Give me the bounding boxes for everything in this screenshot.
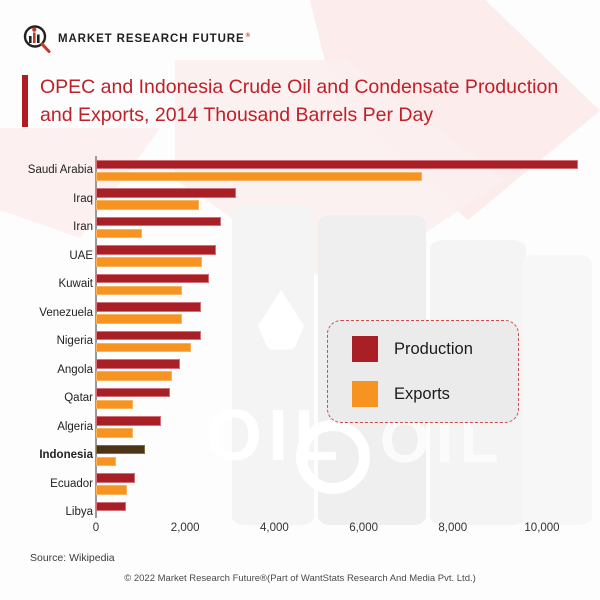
bar-production [96, 216, 221, 226]
bar-production [96, 188, 237, 198]
bar-exports [96, 228, 143, 238]
brand-logo-text: MARKET RESEARCH FUTURE® [58, 33, 251, 45]
category-label: Saudi Arabia [27, 164, 93, 177]
source-note: Source: Wikipedia [30, 552, 115, 564]
x-tick-label: 10,000 [524, 522, 560, 534]
category-label: Angola [57, 363, 93, 376]
category-label: Nigeria [56, 335, 93, 348]
x-tick-label: 2,000 [170, 522, 200, 534]
category-label: Indonesia [39, 449, 93, 462]
bar-production [96, 245, 216, 255]
brand-logo: MARKET RESEARCH FUTURE® [22, 24, 251, 54]
legend-swatch-exports [352, 381, 378, 407]
category-label: Iraq [73, 192, 93, 205]
page-title: OPEC and Indonesia Crude Oil and Condens… [40, 76, 559, 126]
bar-exports [96, 342, 191, 352]
chart-row: Iraq [0, 185, 600, 214]
chart-row: Libya [0, 498, 600, 527]
bar-exports [96, 200, 200, 210]
chart-legend: Production Exports [327, 320, 519, 423]
bar-group [96, 329, 596, 354]
bar-group [96, 158, 596, 183]
title-accent-bar [22, 75, 28, 127]
bar-production [96, 416, 162, 426]
bar-exports [96, 257, 202, 267]
category-label: Ecuador [50, 477, 93, 490]
chart-row: Saudi Arabia [0, 156, 600, 185]
bar-exports [96, 171, 422, 181]
bar-group [96, 386, 596, 411]
legend-label-exports: Exports [394, 384, 450, 403]
bar-group [96, 358, 596, 383]
y-axis-line [95, 156, 97, 518]
bar-production [96, 302, 202, 312]
bar-exports [96, 485, 127, 495]
chart-row: Indonesia [0, 441, 600, 470]
legend-item-exports: Exports [352, 381, 518, 407]
bar-production [96, 359, 180, 369]
bar-group [96, 301, 596, 326]
registered-mark: ® [245, 33, 251, 40]
chart-row: Ecuador [0, 470, 600, 499]
brand-logo-label: MARKET RESEARCH FUTURE [58, 33, 245, 45]
bar-exports [96, 314, 183, 324]
bar-group [96, 244, 596, 269]
category-label: UAE [69, 249, 93, 262]
bar-exports [96, 285, 183, 295]
bar-production [96, 387, 171, 397]
bar-exports [96, 399, 134, 409]
bar-production [96, 473, 135, 483]
bar-production [96, 330, 202, 340]
bar-exports [96, 428, 134, 438]
x-axis-ticks: 0 2,000 4,000 6,000 8,000 10,000 [0, 522, 600, 544]
chart-row: Angola [0, 356, 600, 385]
copyright-note: © 2022 Market Research Future®(Part of W… [124, 573, 476, 584]
category-label: Venezuela [39, 306, 93, 319]
bar-production [96, 444, 146, 454]
chart-row: Algeria [0, 413, 600, 442]
category-label: Kuwait [58, 278, 93, 291]
bar-group [96, 443, 596, 468]
x-tick-label: 6,000 [349, 522, 378, 534]
category-label: Qatar [64, 392, 93, 405]
category-label: Iran [73, 221, 93, 234]
bar-production [96, 273, 209, 283]
bar-group [96, 500, 596, 525]
category-label: Libya [65, 506, 94, 519]
legend-label-production: Production [394, 339, 473, 358]
chart-row: Nigeria [0, 327, 600, 356]
bar-group [96, 187, 596, 212]
category-label: Algeria [57, 420, 93, 433]
chart-row: Qatar [0, 384, 600, 413]
magnifier-bar-chart-icon [22, 24, 52, 54]
bar-exports [96, 456, 117, 466]
bar-exports [96, 371, 172, 381]
legend-item-production: Production [352, 336, 518, 362]
x-tick-label: 8,000 [438, 522, 468, 534]
chart-row: Iran [0, 213, 600, 242]
bar-group [96, 472, 596, 497]
legend-swatch-production [352, 336, 378, 362]
x-tick-label: 0 [92, 522, 100, 534]
chart-row: Venezuela [0, 299, 600, 328]
chart-row: UAE [0, 242, 600, 271]
bar-group [96, 415, 596, 440]
chart-row: Kuwait [0, 270, 600, 299]
bar-production [96, 159, 578, 169]
bar-group [96, 215, 596, 240]
x-tick-label: 4,000 [260, 522, 289, 534]
bar-production [96, 501, 126, 511]
bar-group [96, 272, 596, 297]
